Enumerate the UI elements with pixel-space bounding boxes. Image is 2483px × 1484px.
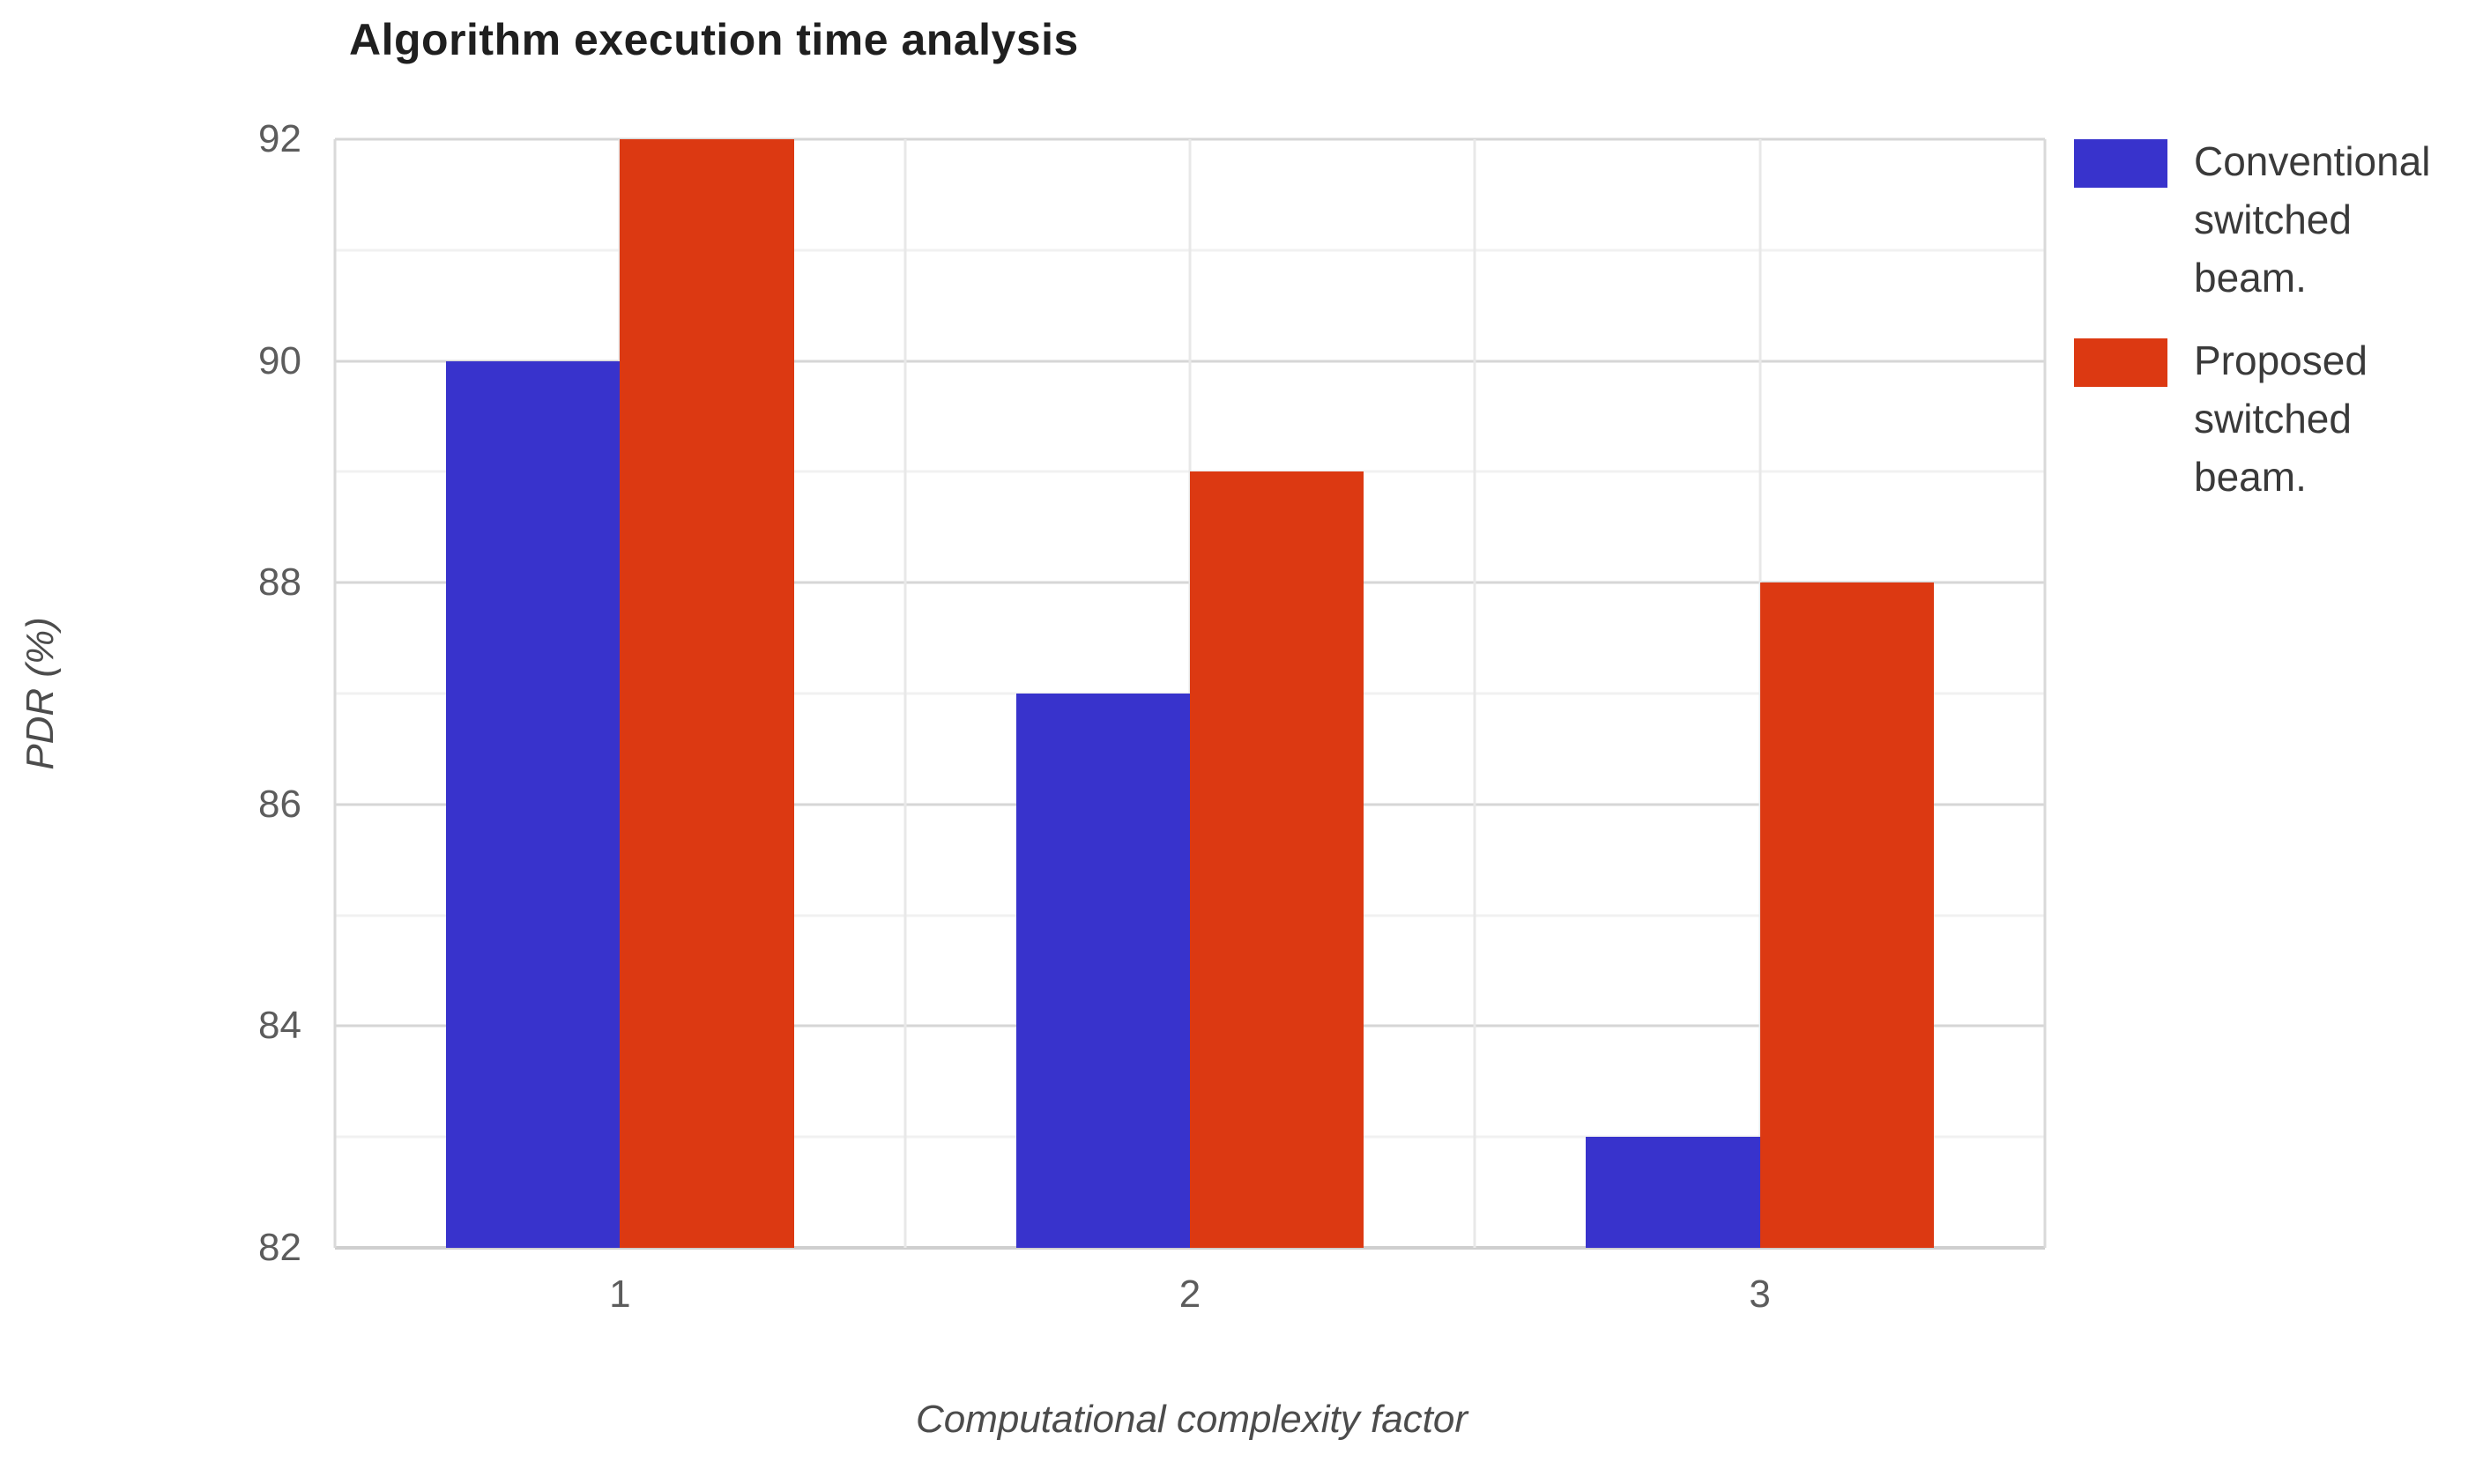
gridline-v-6: [2043, 139, 2047, 1248]
legend-label-2: Proposed switched beam.: [2194, 338, 2368, 500]
y-axis-title: PDR (%): [19, 617, 62, 770]
y-tick-label-90: 90: [258, 338, 301, 382]
bar-series2-cat1: [620, 139, 794, 1248]
plot-area: [333, 137, 2047, 1250]
legend: Conventional switched beam. Proposed swit…: [2074, 132, 2458, 506]
gridline-v-0: [333, 139, 337, 1248]
chart-title: Algorithm execution time analysis: [349, 15, 1079, 64]
y-tick-label-84: 84: [258, 1004, 301, 1048]
y-tick-label-92: 92: [258, 117, 301, 160]
bar-series2-cat2: [1190, 471, 1364, 1248]
x-tick-label-1: 1: [609, 1273, 631, 1316]
y-tick-label-86: 86: [258, 782, 301, 826]
gridline-h-82: [335, 1246, 2045, 1250]
legend-item-2: Proposed switched beam.: [2074, 331, 2458, 506]
legend-label-1: Conventional switched beam.: [2194, 138, 2431, 301]
bar-series2-cat3: [1759, 582, 1934, 1248]
x-tick-label-2: 2: [1178, 1273, 1201, 1316]
y-tick-label-82: 82: [258, 1226, 301, 1269]
y-tick-label-88: 88: [258, 560, 301, 605]
legend-swatch-1: [2074, 139, 2167, 188]
x-tick-label-3: 3: [1749, 1273, 1771, 1316]
bar-series1-cat1: [446, 360, 621, 1248]
legend-item-1: Conventional switched beam.: [2074, 132, 2458, 307]
bar-series1-cat2: [1015, 694, 1190, 1248]
x-axis-title: Computational complexity factor: [915, 1398, 1468, 1441]
gridline-v-4: [1473, 139, 1476, 1248]
legend-swatch-2: [2074, 338, 2167, 387]
bar-series1-cat3: [1586, 1137, 1760, 1248]
gridline-v-2: [903, 139, 907, 1248]
